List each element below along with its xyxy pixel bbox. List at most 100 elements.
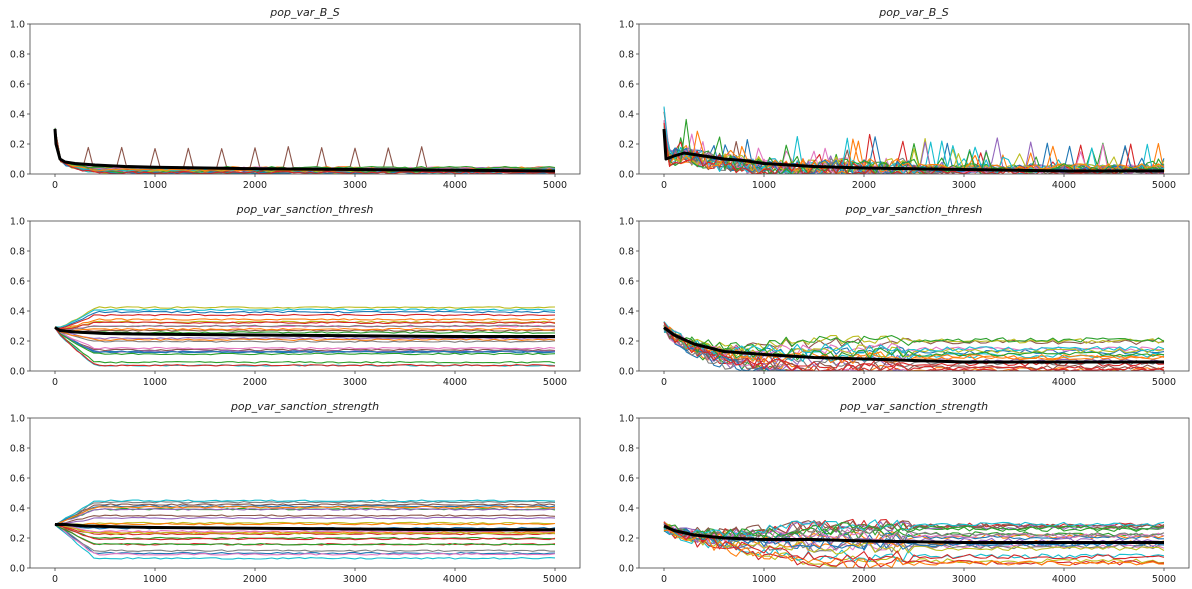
trajectory-line [54, 127, 556, 170]
x-tick-label: 1000 [752, 377, 776, 388]
trajectory-line [54, 128, 556, 172]
y-tick-label: 0.2 [10, 337, 25, 348]
x-tick-label: 1000 [752, 180, 776, 191]
axes-frame [29, 220, 581, 372]
trajectory-line [54, 318, 556, 330]
trajectory-line [54, 523, 556, 541]
trajectory-line [663, 325, 1164, 371]
x-tick-label: 4000 [1052, 180, 1076, 191]
x-tick-label: 5000 [1152, 180, 1176, 191]
x-tick-label: 5000 [543, 574, 567, 585]
y-tick-label: 0.4 [10, 504, 25, 515]
x-tick-label: 2000 [243, 180, 267, 191]
x-tick-label: 0 [661, 180, 667, 191]
mean-line [663, 326, 1164, 364]
trajectory-line [54, 521, 556, 526]
x-tick-label: 0 [52, 377, 58, 388]
y-tick-label: 0.6 [10, 277, 25, 288]
x-tick-label: 2000 [243, 574, 267, 585]
trajectory-line [663, 327, 1165, 364]
trajectory-line [54, 313, 556, 329]
x-tick-label: 0 [52, 180, 58, 191]
trajectory-line [54, 524, 556, 560]
x-tick-label: 4000 [443, 180, 467, 191]
y-tick-label: 0.4 [10, 307, 25, 318]
trajectory-line [54, 128, 556, 171]
trajectory-line [54, 508, 556, 526]
x-tick-label: 4000 [1052, 377, 1076, 388]
trajectory-line [663, 136, 1165, 174]
trajectory-line [54, 514, 556, 525]
trajectory-line [54, 505, 556, 526]
x-tick-label: 5000 [1152, 574, 1176, 585]
trajectory-line [663, 528, 1165, 563]
trajectory-line [54, 524, 556, 536]
trajectory-line [663, 118, 1165, 174]
trajectory-line [54, 326, 556, 332]
mean-line [663, 524, 1164, 544]
y-tick-label: 0.4 [619, 110, 634, 121]
trajectory-line [54, 516, 556, 525]
y-tick-label: 0.8 [10, 444, 25, 455]
x-tick-label: 3000 [343, 574, 367, 585]
y-tick-label: 0.6 [619, 277, 634, 288]
trajectory-line [54, 503, 556, 526]
y-tick-label: 1.0 [10, 217, 25, 228]
trajectory-line [54, 128, 556, 172]
trajectory-line [663, 329, 1165, 361]
y-tick-label: 0.0 [10, 367, 25, 378]
trajectory-group [663, 518, 1165, 568]
x-tick-label: 4000 [443, 377, 467, 388]
trajectory-line [54, 128, 556, 172]
panel-title: pop_var_B_S [878, 6, 949, 19]
mean-line [662, 128, 1164, 173]
y-tick-label: 0.0 [619, 367, 634, 378]
x-tick-label: 4000 [443, 574, 467, 585]
y-tick-label: 0.6 [10, 80, 25, 91]
panel-title: pop_var_sanction_thresh [236, 203, 374, 216]
trajectory-line [54, 524, 556, 546]
trajectory-line [54, 128, 556, 172]
y-tick-label: 0.2 [619, 337, 634, 348]
x-tick-label: 4000 [1052, 574, 1076, 585]
panel-title: pop_var_B_S [269, 6, 340, 19]
trajectory-line [54, 306, 556, 328]
trajectory-group [54, 306, 556, 367]
trajectory-line [54, 500, 556, 526]
trajectory-line [663, 520, 1165, 539]
x-tick-label: 0 [661, 574, 667, 585]
y-tick-label: 0.0 [619, 170, 634, 181]
axes-frame [638, 220, 1190, 372]
y-tick-label: 0.2 [619, 140, 634, 151]
trajectory-line [54, 523, 556, 556]
y-tick-label: 0.6 [619, 80, 634, 91]
x-tick-label: 2000 [852, 180, 876, 191]
trajectory-line [54, 524, 556, 552]
trajectory-line [54, 128, 556, 171]
x-tick-label: 5000 [1152, 377, 1176, 388]
y-tick-label: 1.0 [619, 414, 634, 425]
trajectory-line [54, 326, 556, 333]
trajectory-line [54, 327, 556, 341]
y-tick-label: 1.0 [10, 414, 25, 425]
trajectory-line [54, 128, 556, 171]
trajectory-line [54, 128, 556, 170]
mean-line [53, 128, 556, 173]
y-tick-label: 0.4 [10, 110, 25, 121]
x-tick-label: 1000 [143, 377, 167, 388]
x-tick-label: 5000 [543, 377, 567, 388]
y-tick-label: 0.4 [619, 307, 634, 318]
panel-title: pop_var_sanction_strength [230, 400, 379, 413]
trajectory-line [54, 524, 556, 540]
x-tick-label: 1000 [143, 180, 167, 191]
y-tick-label: 0.2 [619, 534, 634, 545]
panel-6: pop_var_sanction_strength 0.0 0.2 0.4 0.6 0.8… [619, 400, 1190, 585]
trajectory-line [54, 324, 556, 331]
trajectory-line [54, 127, 556, 171]
trajectory-line [663, 321, 1165, 371]
y-tick-label: 0.0 [10, 564, 25, 575]
trajectory-line [663, 524, 1165, 543]
trajectory-line [663, 321, 1165, 357]
trajectory-line [663, 327, 1165, 353]
x-tick-label: 0 [52, 574, 58, 585]
